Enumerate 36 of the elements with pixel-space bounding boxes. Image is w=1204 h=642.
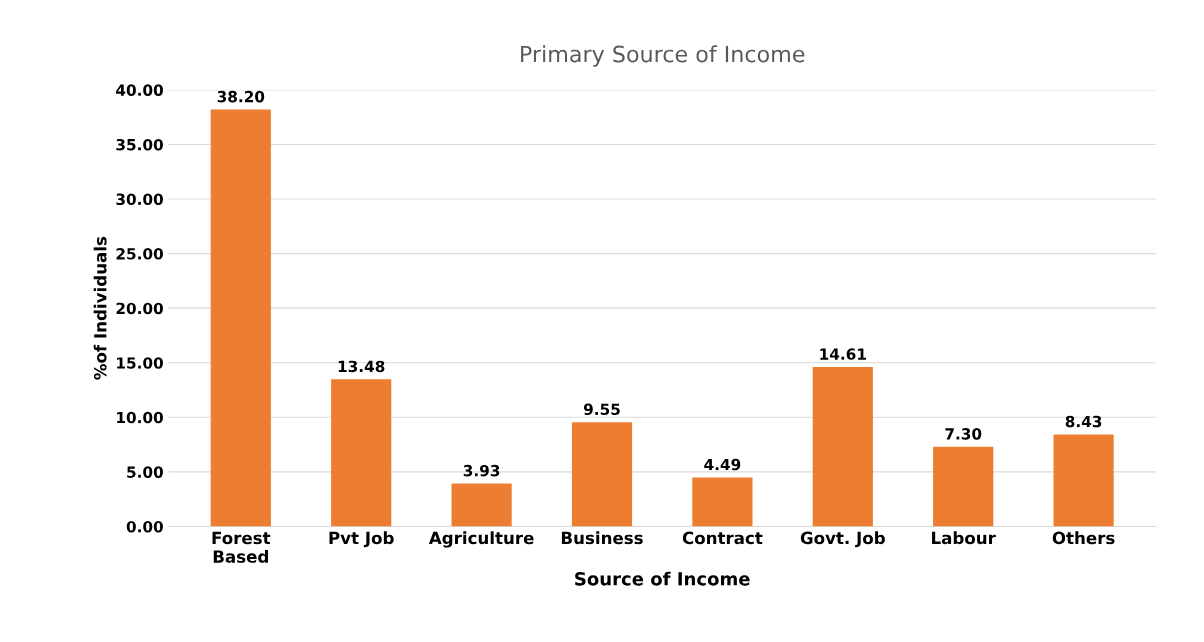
data-label: 7.30	[945, 428, 982, 440]
bar	[210, 109, 271, 527]
y-tick-label: 20.00	[116, 302, 163, 315]
x-tick-label: Govt. Job	[800, 531, 885, 548]
bar	[451, 483, 512, 527]
bar	[571, 422, 633, 527]
y-tick-label: 10.00	[117, 411, 163, 424]
y-tick-label: 40.00	[116, 84, 163, 96]
data-label: 3.93	[463, 464, 500, 477]
x-tick-label: Business	[561, 531, 643, 545]
data-label: 13.48	[338, 360, 385, 373]
bar	[933, 446, 994, 527]
x-tick-label: Agriculture	[428, 531, 534, 548]
data-label: 9.55	[583, 403, 620, 416]
bar	[812, 366, 873, 527]
y-tick-label: 35.00	[116, 138, 163, 151]
bar	[331, 379, 392, 527]
data-label: 4.49	[704, 458, 741, 471]
y-axis-title: %of Individuals	[93, 236, 107, 380]
x-tick-label: Contract	[682, 531, 763, 545]
x-tick-label: Others	[1052, 531, 1115, 545]
x-tick-label: Pvt Job	[329, 531, 394, 548]
data-label: 8.43	[1065, 415, 1102, 428]
y-tick-label: 0.00	[126, 520, 163, 533]
x-axis-title: Source of Income	[575, 571, 750, 586]
chart-title: Primary Source of Income	[521, 45, 805, 67]
y-tick-label: 25.00	[116, 248, 163, 260]
x-tick-label: Labour	[932, 531, 996, 545]
data-label: 14.61	[820, 348, 866, 360]
y-tick-label: 30.00	[116, 193, 163, 206]
bar	[1053, 434, 1114, 527]
x-tick-label: Forest Based	[212, 531, 271, 563]
data-label: 38.20	[217, 90, 265, 103]
bar	[692, 477, 753, 527]
y-tick-label: 15.00	[117, 357, 163, 369]
y-tick-label: 5.00	[127, 466, 163, 478]
